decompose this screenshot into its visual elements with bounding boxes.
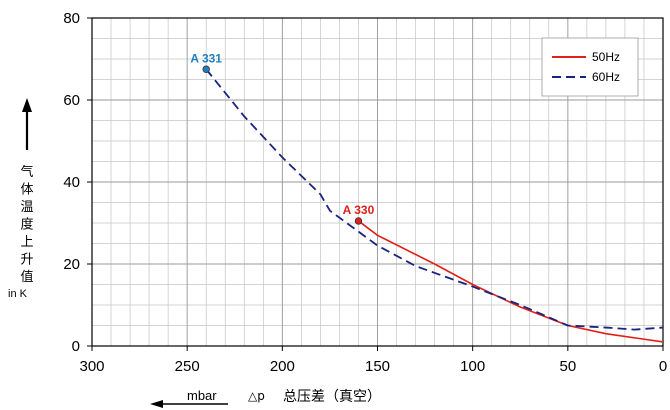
x-axis-unit: mbar: [187, 388, 217, 403]
annotation-label: A 330: [343, 203, 375, 217]
annotations: A 330 A 331: [190, 51, 375, 225]
series-line-50hz: [357, 220, 664, 343]
y-axis-title-char: 气: [20, 164, 33, 180]
y-axis-title-char: 体: [20, 183, 33, 198]
y-tick-label: 20: [63, 256, 80, 273]
y-axis-title-char: 度: [20, 217, 33, 233]
y-tick-labels: 0 20 40 60 80: [63, 10, 80, 355]
axes: [87, 17, 664, 351]
left-arrow-head-icon: [150, 400, 163, 408]
x-tick-label: 200: [270, 358, 295, 375]
y-axis-title-char: 上: [20, 235, 33, 250]
x-axis-delta-p: △p: [248, 389, 265, 403]
annotation-label: A 331: [190, 51, 222, 65]
series-line-60hz: [205, 68, 664, 331]
x-axis-title: 总压差（真空）: [283, 389, 381, 405]
x-tick-labels: 300 250 200 150 100 50 0: [79, 358, 667, 375]
x-tick-label: 150: [365, 358, 390, 375]
y-axis-title-char: 升: [20, 253, 33, 268]
annotation-marker: [354, 217, 363, 225]
up-arrow-head-icon: [22, 98, 32, 112]
y-axis-title-char: 值: [20, 269, 33, 285]
y-tick-label: 80: [63, 10, 80, 27]
y-tick-label: 60: [63, 92, 80, 109]
x-tick-label: 250: [175, 358, 200, 375]
y-axis-title-char: 温: [20, 200, 33, 215]
legend-label-50hz: 50Hz: [592, 50, 620, 64]
y-tick-label: 0: [72, 338, 80, 355]
legend-label-60hz: 60Hz: [592, 70, 620, 84]
legend-box: [541, 37, 639, 97]
series-layer: [205, 68, 664, 343]
x-tick-label: 0: [659, 358, 667, 375]
y-tick-label: 40: [63, 174, 80, 191]
y-axis-unit: in K: [8, 288, 28, 300]
annotation-marker: [202, 65, 210, 73]
x-tick-label: 300: [79, 358, 104, 375]
legend: 50Hz 60Hz: [541, 37, 639, 97]
x-tick-label: 50: [559, 358, 576, 375]
x-axis-label: mbar △p 总压差（真空）: [150, 388, 381, 408]
x-tick-label: 100: [460, 358, 485, 375]
